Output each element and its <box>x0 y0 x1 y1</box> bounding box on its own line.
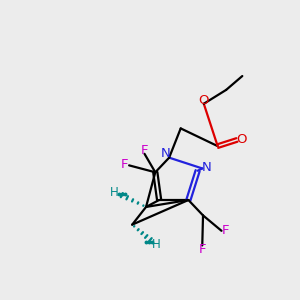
Text: F: F <box>199 243 206 256</box>
Text: O: O <box>236 134 246 146</box>
Text: O: O <box>199 94 209 107</box>
Text: H: H <box>152 238 161 251</box>
Text: F: F <box>121 158 128 171</box>
Text: N: N <box>202 161 211 174</box>
Text: F: F <box>222 224 230 237</box>
Text: H: H <box>110 186 118 199</box>
Text: N: N <box>161 147 171 160</box>
Text: F: F <box>141 144 148 157</box>
